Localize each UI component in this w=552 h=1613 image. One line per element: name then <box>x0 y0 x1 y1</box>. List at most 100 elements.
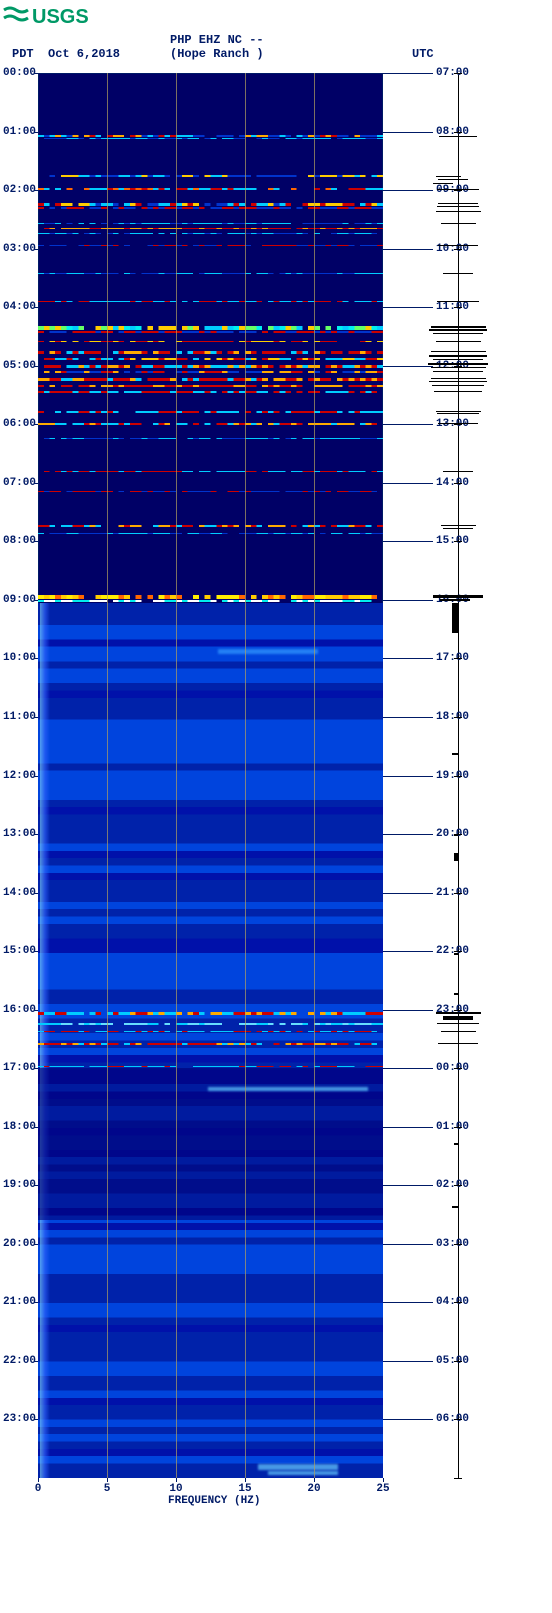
x-axis-label: FREQUENCY (HZ) <box>168 1495 260 1507</box>
amplitude-line <box>438 179 468 180</box>
amp-tick <box>454 893 462 894</box>
amplitude-line <box>454 834 458 836</box>
amplitude-line <box>431 326 486 328</box>
y-tick-right: 23:00 <box>436 1005 469 1016</box>
amplitude-line <box>436 211 481 212</box>
amp-tick <box>454 1361 462 1362</box>
spectral-band <box>38 203 383 206</box>
grid-vertical <box>176 73 177 1478</box>
amplitude-line <box>433 333 483 334</box>
amp-tick <box>454 951 462 952</box>
amplitude-line <box>441 1031 476 1032</box>
amp-tick <box>454 1478 462 1479</box>
spectral-band <box>38 533 383 534</box>
spectral-band <box>38 385 383 387</box>
y-tick-right: 00:00 <box>436 1063 469 1074</box>
tz-left: PDT <box>12 47 34 61</box>
amp-tick <box>454 190 462 191</box>
amplitude-line <box>429 355 487 357</box>
y-tick-left: 07:00 <box>0 478 36 489</box>
y-tick-right: 04:00 <box>436 1297 469 1308</box>
spectral-band <box>38 175 383 177</box>
amplitude-line <box>454 953 458 955</box>
y-tick-right: 20:00 <box>436 829 469 840</box>
spectral-band <box>38 341 383 342</box>
amplitude-line <box>454 853 458 861</box>
spectral-band <box>38 1031 383 1032</box>
y-tick-right: 13:00 <box>436 419 469 430</box>
amp-tick <box>454 424 462 425</box>
amp-tick <box>454 73 462 74</box>
plot-area: FREQUENCY (HZ) 00:0001:0002:0003:0004:00… <box>38 73 538 1533</box>
y-tick-right: 22:00 <box>436 946 469 957</box>
y-tick-left: 11:00 <box>0 712 36 723</box>
amp-tick <box>454 776 462 777</box>
spectral-band <box>38 358 383 360</box>
amplitude-line <box>452 753 458 755</box>
spectral-band <box>38 438 383 439</box>
spectral-band <box>38 491 383 492</box>
spectral-band <box>38 228 383 229</box>
amplitude-line <box>434 391 482 392</box>
y-tick-right: 05:00 <box>436 1356 469 1367</box>
amplitude-line <box>436 411 481 412</box>
amplitude-line <box>429 329 487 331</box>
y-tick-left: 05:00 <box>0 361 36 372</box>
amplitude-line <box>438 203 478 204</box>
spectral-band <box>38 1043 383 1045</box>
amplitude-line <box>443 471 473 472</box>
logo-text: USGS <box>32 6 89 28</box>
amp-tick <box>454 1419 462 1420</box>
y-tick-right: 19:00 <box>436 771 469 782</box>
amplitude-line <box>454 1143 458 1145</box>
bright-segment <box>218 649 318 654</box>
y-tick-left: 15:00 <box>0 946 36 957</box>
y-tick-left: 21:00 <box>0 1297 36 1308</box>
spectrogram <box>38 73 383 1478</box>
spectral-band <box>38 245 383 246</box>
amplitude-line <box>452 603 458 633</box>
amplitude-line <box>437 301 479 302</box>
amplitude-line <box>433 183 453 184</box>
spectral-band <box>38 233 383 234</box>
spectral-band <box>38 223 383 224</box>
x-tick: 5 <box>104 1483 111 1495</box>
y-tick-right: 14:00 <box>436 478 469 489</box>
amplitude-line <box>452 1206 458 1208</box>
bright-segment <box>268 1471 338 1475</box>
amplitude-line <box>429 381 487 382</box>
amplitude-line <box>443 528 473 529</box>
spectral-band <box>38 411 383 413</box>
x-tick: 0 <box>35 1483 42 1495</box>
amplitude-line <box>436 176 461 177</box>
y-tick-left: 06:00 <box>0 419 36 430</box>
y-tick-right: 02:00 <box>436 1180 469 1191</box>
amplitude-line <box>454 993 458 995</box>
amplitude-line <box>431 351 486 352</box>
amplitude-line <box>437 413 479 414</box>
station-code: PHP EHZ NC -- <box>170 33 264 47</box>
spectral-band <box>38 1066 383 1067</box>
y-tick-left: 08:00 <box>0 536 36 547</box>
amp-tick <box>454 1127 462 1128</box>
spectral-band <box>38 525 383 527</box>
x-tick: 25 <box>376 1483 389 1495</box>
amp-tick <box>454 658 462 659</box>
spectral-band <box>38 600 383 602</box>
amplitude-line <box>437 189 479 190</box>
amplitude-line <box>437 1023 479 1024</box>
spectral-band <box>38 188 383 190</box>
amp-tick <box>454 1244 462 1245</box>
amplitude-line <box>440 599 470 601</box>
y-tick-right: 07:00 <box>436 68 469 79</box>
y-tick-left: 00:00 <box>0 68 36 79</box>
y-tick-left: 16:00 <box>0 1005 36 1016</box>
y-tick-right: 17:00 <box>436 653 469 664</box>
y-tick-right: 06:00 <box>436 1414 469 1425</box>
amplitude-line <box>438 245 478 246</box>
x-tick: 20 <box>307 1483 320 1495</box>
spectral-band <box>38 135 383 137</box>
bright-segment <box>258 1464 338 1470</box>
amplitude-line <box>439 136 477 137</box>
amplitude-line <box>437 206 479 207</box>
